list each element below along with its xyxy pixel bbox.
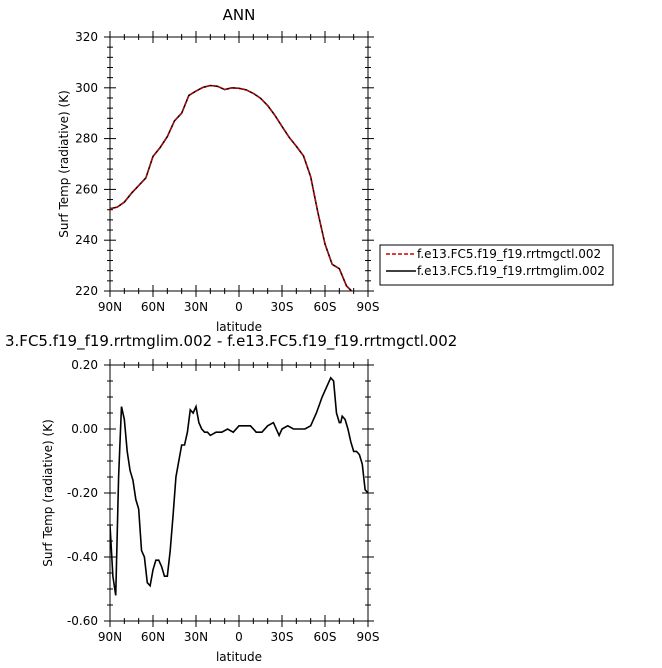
x-tick-label: 60S <box>314 300 337 314</box>
plot-frame <box>109 36 369 292</box>
x-tick-label: 30N <box>184 630 208 644</box>
x-tick-label: 0 <box>235 630 243 644</box>
y-axis-label: Surf Temp (radiative) (K) <box>41 419 55 567</box>
x-tick-label: 60S <box>314 630 337 644</box>
series-line-1 <box>110 376 368 596</box>
y-tick-label: 260 <box>75 182 98 196</box>
chart-title: ANN <box>223 6 256 24</box>
chart-1 <box>104 31 614 297</box>
y-tick-label: 300 <box>75 81 98 95</box>
x-tick-label: 30N <box>184 300 208 314</box>
x-tick-label: 60N <box>141 630 165 644</box>
x-tick-label: 90N <box>98 630 122 644</box>
x-tick-label: 0 <box>235 300 243 314</box>
x-tick-label: 30S <box>271 300 294 314</box>
x-tick-label: 90N <box>98 300 122 314</box>
y-tick-label: 0.20 <box>71 358 98 372</box>
y-axis-label: Surf Temp (radiative) (K) <box>57 90 71 238</box>
y-tick-label: -0.40 <box>67 550 98 564</box>
y-tick-label: -0.60 <box>67 614 98 628</box>
series-line-2 <box>110 84 353 291</box>
y-tick-label: 240 <box>75 233 98 247</box>
y-tick-label: 280 <box>75 132 98 146</box>
legend-label-2: f.e13.FC5.f19_f19.rrtmglim.002 <box>417 264 605 278</box>
x-tick-label: 60N <box>141 300 165 314</box>
series-line-1 <box>110 84 353 291</box>
legend-label-1: f.e13.FC5.f19_f19.rrtmgctl.002 <box>417 247 601 261</box>
y-tick-label: 320 <box>75 30 98 44</box>
x-axis-label: latitude <box>216 650 262 664</box>
x-tick-label: 30S <box>271 630 294 644</box>
x-tick-label: 90S <box>357 300 380 314</box>
x-axis-label: latitude <box>216 320 262 334</box>
chart-2 <box>104 359 374 627</box>
legend-box <box>379 244 614 286</box>
plot-frame <box>109 364 369 622</box>
y-tick-label: 0.00 <box>71 422 98 436</box>
y-tick-label: -0.20 <box>67 486 98 500</box>
y-tick-label: 220 <box>75 284 98 298</box>
chart-title: 3.FC5.f19_f19.rrtmglim.002 - f.e13.FC5.f… <box>5 332 457 351</box>
x-tick-label: 90S <box>357 630 380 644</box>
